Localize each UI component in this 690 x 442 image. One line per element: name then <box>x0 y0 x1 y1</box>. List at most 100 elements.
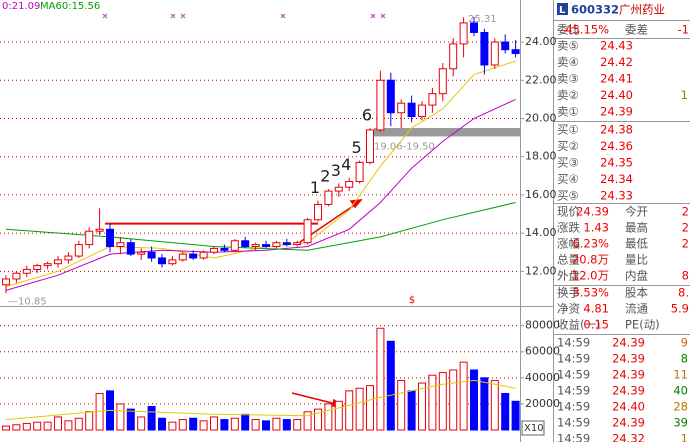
panel-cell: 换手 <box>557 286 580 300</box>
candle-body <box>511 49 520 55</box>
wave-label: 1 <box>310 178 320 197</box>
panel-cell: 最低 <box>625 237 648 251</box>
panel-cell: 8. <box>678 286 689 300</box>
candle-body <box>438 68 447 95</box>
y-tick-label: 22.00 <box>525 73 557 86</box>
volume-bar <box>490 379 499 431</box>
volume-bar <box>12 424 21 431</box>
trade-time: 14:59 <box>557 384 590 398</box>
volume-bar <box>511 400 520 431</box>
axis-frame <box>0 0 554 442</box>
trade-qty: 9 <box>681 336 688 350</box>
y-tick-label: 16.00 <box>525 188 557 201</box>
panel-cell: 24.39 <box>576 205 609 219</box>
trade-price: 24.39 <box>612 368 645 382</box>
unit-label: X10 <box>524 423 544 434</box>
volume-bar <box>2 425 10 431</box>
order-price: 24.42 <box>600 55 633 69</box>
volume-bar <box>43 421 52 431</box>
trade-price: 24.32 <box>612 432 645 442</box>
order-label: 卖⑤ <box>557 39 579 53</box>
candle-body <box>116 242 125 247</box>
volume-bar <box>126 408 135 431</box>
volume-bar <box>314 408 322 431</box>
candle-body <box>293 242 302 246</box>
candle-body <box>334 186 343 192</box>
wave-label: 2 <box>320 167 330 186</box>
candle-body <box>168 259 177 265</box>
candle-body <box>74 244 83 257</box>
candle-body <box>178 253 187 261</box>
panel-cell: 量比 <box>625 253 648 267</box>
candle-body <box>106 228 114 247</box>
candle-body <box>303 219 312 244</box>
panel-cell: 外盘 <box>557 269 580 283</box>
volume-bar <box>449 369 458 431</box>
volume-bar <box>366 385 374 431</box>
trade-qty: 1 <box>681 432 688 442</box>
panel-cell: 0.15 <box>583 318 609 332</box>
low-label: —10.85 <box>8 296 47 307</box>
volume-bar <box>272 417 281 431</box>
wave-label: 6 <box>362 106 372 125</box>
y-tick-label: 24.00 <box>525 35 557 48</box>
candle-body <box>314 203 322 221</box>
volume-bar <box>74 417 83 431</box>
ma-line <box>5 98 516 291</box>
y-tick-label: 12.00 <box>525 264 557 277</box>
candle-body <box>85 230 94 246</box>
resistance-label: 19.06-19.50 <box>374 141 435 152</box>
panel-cell: 6.23% <box>572 237 609 251</box>
order-price: 24.34 <box>600 172 633 186</box>
volume-bar <box>303 411 312 431</box>
trade-price: 24.40 <box>612 400 645 414</box>
y-tick-label: 20.00 <box>525 111 557 124</box>
volume-bar <box>116 403 125 431</box>
panel-cell: 内盘 <box>625 269 648 283</box>
stock-code: 600332 <box>571 3 619 17</box>
panel-cell: 最高 <box>625 221 648 235</box>
panel-cell: 总量 <box>557 253 580 267</box>
candle-body <box>345 181 354 188</box>
candle-body <box>490 41 499 66</box>
order-price: 24.36 <box>600 139 633 153</box>
candle-body <box>220 247 229 251</box>
trade-price: 24.39 <box>612 384 645 398</box>
trade-time: 14:59 <box>557 336 590 350</box>
panel-cell: 现价 <box>557 205 580 219</box>
order-label: 买① <box>557 123 579 137</box>
volume-bar <box>33 421 42 431</box>
trade-time: 14:59 <box>557 368 590 382</box>
order-price: 24.35 <box>600 156 633 170</box>
panel-cell: 涨跌 <box>557 221 580 235</box>
volume-bar <box>241 413 250 431</box>
panel-cell: 12.0万 <box>572 269 609 283</box>
volume-bar <box>345 390 354 431</box>
trade-time: 14:59 <box>557 432 590 442</box>
panel-cell: -1 <box>678 23 689 37</box>
panel-cell: 2 <box>682 221 689 235</box>
order-label: 卖③ <box>557 72 579 86</box>
trade-price: 24.39 <box>612 352 645 366</box>
volume-bar <box>397 379 406 431</box>
markers <box>102 13 386 19</box>
panel-cell: 委差 <box>625 23 648 37</box>
volume-bar <box>22 422 31 431</box>
panel-cell: 5.9 <box>671 302 689 316</box>
panel-cell: 2 <box>682 237 689 251</box>
ma-legend: 0:21.09 <box>2 1 40 12</box>
panel-cell: 收益(一) <box>557 318 600 332</box>
candle-body <box>33 265 42 270</box>
y-tick-label: 60000 <box>525 345 560 358</box>
trade-qty: 11 <box>673 368 688 382</box>
volume-bar <box>386 340 395 431</box>
volume-bar <box>168 421 177 431</box>
ma60-legend: MA60:15.56 <box>40 1 100 12</box>
wave-label: 4 <box>341 155 351 174</box>
unit-box <box>521 420 545 436</box>
volume-bar <box>64 420 73 431</box>
volume-bar <box>376 327 385 431</box>
candle-body <box>376 79 385 131</box>
candle-body <box>43 263 52 267</box>
